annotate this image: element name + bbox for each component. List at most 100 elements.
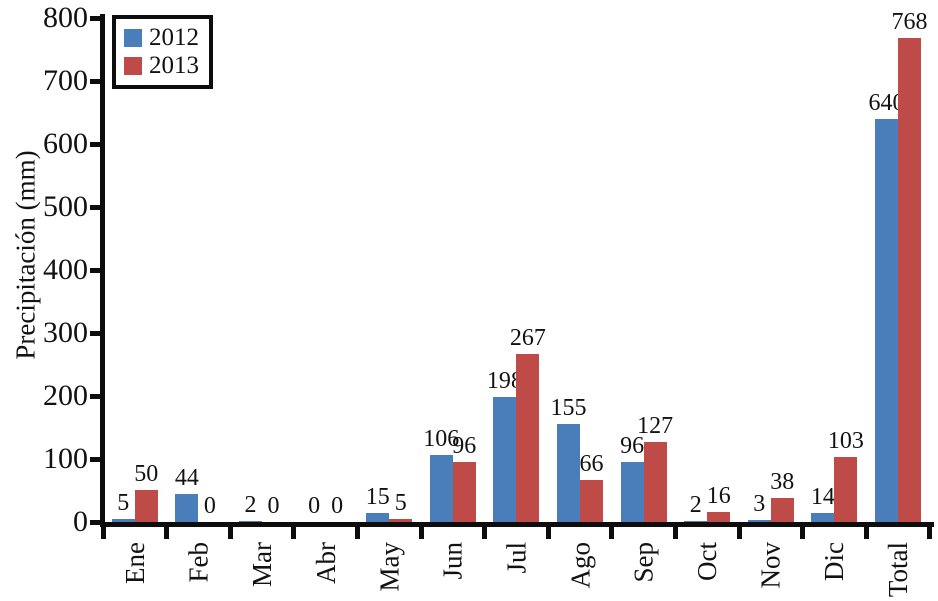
x-tick-mark [863, 522, 869, 539]
legend-item-2012: 2012 [124, 24, 199, 52]
y-tick-label: 400 [43, 253, 88, 286]
x-tick-mark [609, 522, 615, 539]
value-label-2013-Dic: 103 [827, 428, 864, 454]
y-tick-mark [90, 141, 103, 147]
bar-2013-Jun [452, 462, 476, 522]
bar-2012-Oct [684, 521, 708, 522]
value-label-2012-Jun: 106 [423, 426, 460, 452]
bar-2013-Dic [834, 457, 858, 522]
x-category-label-Dic: Dic [819, 542, 850, 581]
value-label-2013-Ago: 66 [579, 451, 604, 477]
x-category-label-May: May [374, 542, 405, 592]
bar-2013-Jul [516, 354, 540, 522]
x-category-label-Jul: Jul [501, 542, 532, 574]
y-tick-label: 100 [43, 442, 88, 475]
x-category-label-Total: Total [883, 542, 913, 598]
y-tick-mark [90, 456, 103, 462]
value-label-2013-Mar: 0 [267, 493, 280, 519]
value-label-2012-Nov: 3 [753, 491, 766, 517]
y-tick-label: 600 [43, 127, 88, 160]
y-tick-label: 800 [43, 1, 88, 34]
y-tick-label: 500 [43, 190, 88, 223]
value-label-2012-Ago: 155 [550, 395, 587, 421]
x-category-label-Ago: Ago [565, 542, 595, 589]
x-category-label-Ene: Ene [119, 542, 150, 584]
y-tick-mark [90, 267, 103, 273]
x-tick-mark [100, 522, 106, 539]
bar-2012-Nov [747, 520, 771, 522]
value-label-2012-Mar: 2 [244, 492, 257, 518]
x-tick-mark [545, 522, 551, 539]
x-category-label-Abr: Abr [310, 542, 341, 584]
y-tick-label: 300 [43, 316, 88, 349]
x-tick-mark [482, 522, 488, 539]
value-label-2013-Total: 768 [891, 9, 928, 35]
bar-2012-Mar [239, 521, 262, 522]
x-tick-mark [291, 522, 297, 539]
legend: 2012 2013 [112, 15, 213, 89]
value-label-2013-Nov: 38 [770, 469, 795, 495]
legend-swatch-2013 [124, 57, 142, 75]
bar-2012-Ene [111, 519, 135, 522]
y-tick-mark [90, 519, 103, 525]
legend-swatch-2012 [124, 29, 142, 47]
bar-2013-Ago [580, 480, 603, 522]
bar-2012-Sep [620, 462, 644, 522]
bar-2012-Ago [557, 424, 580, 522]
y-tick-mark [90, 330, 103, 336]
value-label-2013-May: 5 [394, 490, 407, 516]
bar-2012-May [366, 513, 390, 522]
bar-2013-Oct [707, 512, 731, 522]
x-axis-line [100, 522, 934, 527]
y-tick-label: 200 [43, 379, 88, 412]
x-tick-mark [800, 522, 806, 539]
bar-2013-Total [898, 38, 921, 522]
value-label-2012-Abr: 0 [308, 493, 321, 519]
x-category-label-Mar: Mar [247, 542, 277, 587]
legend-label: 2012 [149, 24, 199, 51]
x-tick-mark [927, 522, 933, 539]
x-tick-mark [227, 522, 233, 539]
value-label-2013-Oct: 16 [706, 483, 731, 509]
value-label-2013-Jul: 267 [509, 325, 546, 351]
x-tick-mark [354, 522, 360, 539]
x-category-label-Oct: Oct [692, 542, 723, 581]
value-label-2012-Feb: 44 [174, 465, 199, 491]
value-label-2012-Sep: 96 [620, 433, 645, 459]
value-label-2012-May: 15 [365, 484, 390, 510]
x-tick-mark [736, 522, 742, 539]
bar-2013-Sep [643, 442, 667, 522]
y-tick-label: 700 [43, 64, 88, 97]
bar-2012-Feb [175, 494, 199, 522]
bar-2013-Nov [770, 498, 794, 522]
x-category-label-Nov: Nov [755, 542, 786, 589]
x-tick-mark [164, 522, 170, 539]
legend-label: 2013 [149, 52, 199, 79]
value-label-2012-Ene: 5 [117, 490, 130, 516]
y-tick-mark [90, 15, 103, 21]
value-label-2013-Jun: 96 [452, 433, 477, 459]
bar-2012-Jun [429, 455, 453, 522]
x-category-label-Jun: Jun [437, 542, 468, 580]
bar-2012-Jul [493, 397, 517, 522]
x-tick-mark [418, 522, 424, 539]
value-label-2013-Abr: 0 [331, 493, 344, 519]
x-category-label-Sep: Sep [628, 542, 659, 583]
legend-item-2013: 2013 [124, 52, 199, 80]
y-tick-mark [90, 204, 103, 210]
value-label-2012-Oct: 2 [689, 492, 702, 518]
bar-2012-Total [875, 119, 898, 522]
y-tick-mark [90, 78, 103, 84]
bar-2013-May [389, 519, 413, 522]
value-label-2013-Ene: 50 [134, 461, 159, 487]
bar-2012-Dic [811, 513, 835, 522]
value-label-2013-Sep: 127 [637, 413, 674, 439]
x-category-label-Feb: Feb [183, 542, 214, 583]
y-tick-label: 0 [73, 505, 88, 538]
value-label-2012-Dic: 14 [810, 484, 835, 510]
bar-2013-Ene [134, 490, 158, 522]
y-tick-mark [90, 393, 103, 399]
value-label-2013-Feb: 0 [203, 493, 216, 519]
x-tick-mark [672, 522, 678, 539]
